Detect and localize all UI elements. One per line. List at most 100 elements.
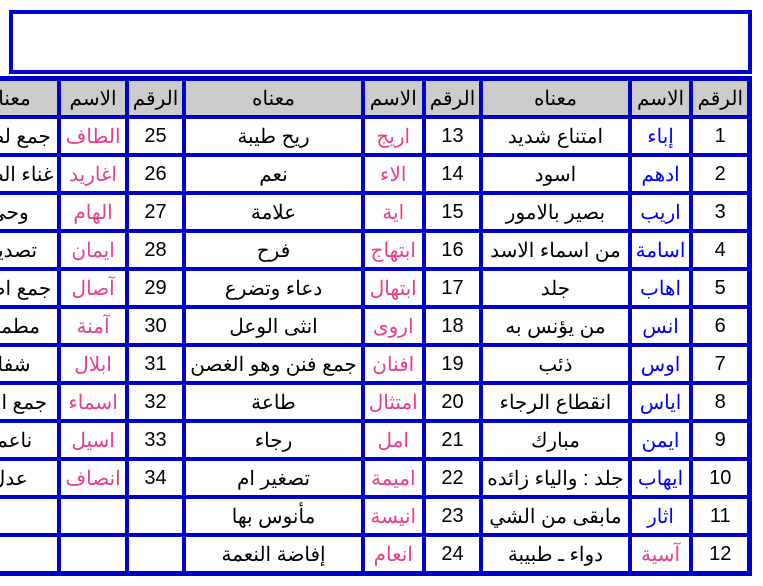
cell-num: 6 (693, 308, 749, 344)
cell-meaning: عدل (0, 460, 59, 496)
cell-num: 21 (426, 422, 482, 458)
cell-meaning: تصغير ام (186, 460, 362, 496)
cell-num: 18 (426, 308, 482, 344)
hdr-name-2: الاسم (365, 80, 424, 116)
cell-num: 22 (426, 460, 482, 496)
cell-meaning: من اسماء الاسد (483, 232, 629, 268)
cell-meaning: ذئب (483, 346, 629, 382)
table-row: 8اياسانقطاع الرجاء20امتثالطاعة32اسماءجمع… (0, 384, 749, 420)
header-row: الرقم الاسم معناه الرقم الاسم معناه الرق… (0, 80, 749, 116)
cell-meaning: مأنوس بها (186, 498, 362, 534)
cell-meaning: تصديق (0, 232, 59, 268)
cell-meaning: اسود (483, 156, 629, 192)
table-row: 4اسامةمن اسماء الاسد16ابتهاجفرح28ايمانتص… (0, 232, 749, 268)
cell-num: 24 (426, 536, 482, 572)
cell-meaning: وحي (0, 194, 59, 230)
hdr-name-3: الاسم (61, 80, 126, 116)
cell-meaning: مبارك (483, 422, 629, 458)
cell-meaning: إفاضة النعمة (186, 536, 362, 572)
cell-num: 31 (129, 346, 185, 382)
hdr-name-1: الاسم (632, 80, 692, 116)
table-row: 1إباءامتناع شديد13اريجريح طيبة25الطافجمع… (0, 118, 749, 154)
table-row: 5اهابجلد17ابتهالدعاء وتضرع29آصالجمع اصيل (0, 270, 749, 306)
cell-meaning: جلد : والياء زائده (483, 460, 629, 496)
cell-name: انعام (365, 536, 424, 572)
cell-name: الهام (61, 194, 126, 230)
cell-num: 25 (129, 118, 185, 154)
cell-meaning: انقطاع الرجاء (483, 384, 629, 420)
table-row: 2ادهماسود14الاءنعم26اغاريدغناء الطائر (0, 156, 749, 192)
cell-num: 11 (693, 498, 749, 534)
cell-num: 28 (129, 232, 185, 268)
top-spacer (10, 10, 753, 74)
cell-name: ابتهال (365, 270, 424, 306)
cell-num: 13 (426, 118, 482, 154)
cell-name: ايمن (632, 422, 692, 458)
cell-num: 34 (129, 460, 185, 496)
cell-num: 19 (426, 346, 482, 382)
cell-meaning: من يؤنس به (483, 308, 629, 344)
cell-num: 7 (693, 346, 749, 382)
cell-num (129, 498, 185, 534)
cell-name: اريب (632, 194, 692, 230)
cell-name: اهاب (632, 270, 692, 306)
cell-num: 20 (426, 384, 482, 420)
cell-meaning: جمع لطف (0, 118, 59, 154)
cell-num: 1 (693, 118, 749, 154)
cell-name (61, 536, 126, 572)
cell-name: ايهاب (632, 460, 692, 496)
cell-name: اوس (632, 346, 692, 382)
cell-name: اريج (365, 118, 424, 154)
cell-num: 27 (129, 194, 185, 230)
cell-name: اياس (632, 384, 692, 420)
hdr-num-2: الرقم (426, 80, 482, 116)
cell-name: اسامة (632, 232, 692, 268)
cell-name: آصال (61, 270, 126, 306)
cell-meaning: شفاء (0, 346, 59, 382)
cell-num: 33 (129, 422, 185, 458)
cell-name: ابتهاج (365, 232, 424, 268)
cell-meaning: مابقى من الشي (483, 498, 629, 534)
cell-num: 12 (693, 536, 749, 572)
cell-meaning (0, 536, 59, 572)
cell-num: 8 (693, 384, 749, 420)
cell-name: اميمة (365, 460, 424, 496)
cell-name: ادهم (632, 156, 692, 192)
cell-name: اروى (365, 308, 424, 344)
cell-meaning: دواء ـ طبيبة (483, 536, 629, 572)
cell-num: 16 (426, 232, 482, 268)
cell-name: اية (365, 194, 424, 230)
cell-name: الاء (365, 156, 424, 192)
cell-num (129, 536, 185, 572)
cell-name: امل (365, 422, 424, 458)
cell-name: انيسة (365, 498, 424, 534)
cell-name: ايمان (61, 232, 126, 268)
cell-name: اسماء (61, 384, 126, 420)
cell-num: 23 (426, 498, 482, 534)
cell-num: 9 (693, 422, 749, 458)
table-row: 7اوسذئب19افنانجمع فنن وهو الغصن31ابلالشف… (0, 346, 749, 382)
cell-num: 14 (426, 156, 482, 192)
cell-meaning: ناعمة (0, 422, 59, 458)
cell-num: 26 (129, 156, 185, 192)
cell-num: 15 (426, 194, 482, 230)
cell-meaning: نعم (186, 156, 362, 192)
cell-name: ابلال (61, 346, 126, 382)
cell-num: 4 (693, 232, 749, 268)
cell-meaning: جمع فنن وهو الغصن (186, 346, 362, 382)
cell-name: اسيل (61, 422, 126, 458)
cell-meaning: ريح طيبة (186, 118, 362, 154)
names-table: الرقم الاسم معناه الرقم الاسم معناه الرق… (0, 76, 753, 576)
cell-num: 2 (693, 156, 749, 192)
hdr-meaning-2: معناه (186, 80, 362, 116)
cell-num: 5 (693, 270, 749, 306)
cell-meaning: طاعة (186, 384, 362, 420)
cell-meaning: جلد (483, 270, 629, 306)
cell-num: 17 (426, 270, 482, 306)
cell-meaning: علامة (186, 194, 362, 230)
cell-name: إباء (632, 118, 692, 154)
table-row: 9ايمنمبارك21املرجاء33اسيلناعمة (0, 422, 749, 458)
cell-meaning: غناء الطائر (0, 156, 59, 192)
hdr-meaning-3: معناه (0, 80, 59, 116)
cell-name: انصاف (61, 460, 126, 496)
